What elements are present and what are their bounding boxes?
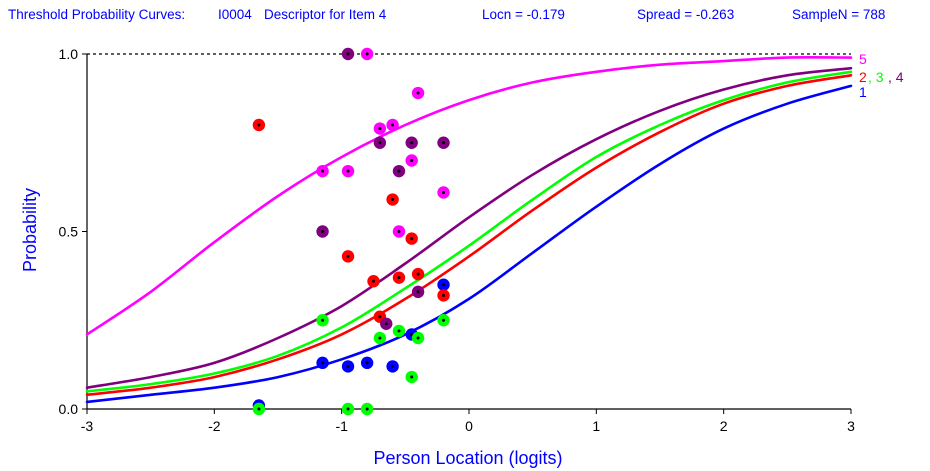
series-4-curve — [85, 66, 853, 389]
observed-point-center-dot — [416, 272, 420, 276]
observed-point-center-dot — [397, 329, 401, 333]
plot-area: -3 -2 -1 0 1 2 30.00.51.0 52, 3, 41 — [59, 46, 904, 434]
observed-point-center-dot — [378, 336, 382, 340]
observed-point-center-dot — [442, 318, 446, 322]
chart-title-item-descriptor: Descriptor for Item 4 — [264, 7, 387, 22]
chart-title-location: Locn = -0.179 — [482, 7, 565, 22]
observed-point-center-dot — [410, 332, 414, 336]
observed-point-center-dot — [410, 159, 414, 162]
x-tick-label: -3 — [81, 418, 94, 434]
x-tick-label: -1 — [335, 418, 348, 434]
observed-point-center-dot — [346, 169, 350, 173]
chart-title-prefix: Threshold Probability Curves: — [8, 7, 185, 22]
observed-point-center-dot — [391, 364, 395, 368]
observed-point-center-dot — [346, 254, 350, 258]
observed-point-center-dot — [378, 315, 382, 319]
observed-point-center-dot — [416, 91, 420, 95]
x-tick-label: 2 — [720, 418, 728, 434]
observed-point-center-dot — [410, 141, 414, 145]
x-tick-label: 1 — [592, 418, 600, 434]
series-5-curve — [85, 56, 853, 336]
observed-point-center-dot — [397, 276, 401, 280]
curve-label: , 4 — [888, 69, 904, 85]
observed-point-center-dot — [397, 169, 401, 173]
x-axis-title: Person Location (logits) — [373, 448, 562, 468]
observed-point-center-dot — [442, 293, 446, 297]
series-3-curve — [85, 70, 853, 393]
x-tick-label: 0 — [465, 418, 473, 434]
observed-point-center-dot — [365, 407, 369, 411]
observed-point-center-dot — [321, 169, 325, 173]
observed-point-center-dot — [321, 361, 325, 365]
observed-point-center-dot — [391, 123, 395, 127]
curve-label: 1 — [859, 84, 867, 100]
observed-point-center-dot — [410, 237, 414, 241]
observed-point-center-dot — [346, 364, 350, 368]
chart-title-spread: Spread = -0.263 — [637, 7, 734, 22]
observed-point-center-dot — [257, 123, 261, 127]
observed-point-center-dot — [321, 318, 325, 322]
observed-point-center-dot — [346, 407, 350, 411]
y-tick-label: 1.0 — [59, 46, 79, 62]
y-tick-label: 0.5 — [59, 224, 79, 240]
series-2-curve — [85, 74, 853, 397]
observed-point-center-dot — [442, 141, 446, 145]
observed-point-center-dot — [372, 279, 375, 283]
observed-point-center-dot — [384, 322, 388, 326]
curve-label: , 3 — [868, 69, 884, 85]
observed-point-center-dot — [346, 52, 350, 56]
observed-point-center-dot — [365, 361, 369, 365]
observed-point-center-dot — [378, 141, 382, 145]
observed-point-center-dot — [410, 375, 414, 379]
series-1-curve — [85, 84, 853, 404]
y-tick-label: 0.0 — [59, 401, 79, 417]
curve-label: 2 — [859, 69, 867, 85]
curve-label: 5 — [859, 51, 867, 67]
chart-title-sample-n: SampleN = 788 — [792, 7, 885, 22]
y-axis-title: Probability — [20, 188, 40, 272]
observed-point-center-dot — [442, 190, 446, 194]
observed-point-center-dot — [378, 127, 382, 131]
observed-point-center-dot — [397, 230, 401, 233]
observed-point-center-dot — [442, 283, 446, 287]
observed-point-center-dot — [416, 336, 420, 340]
x-tick-label: -2 — [208, 418, 221, 434]
observed-point-center-dot — [321, 230, 325, 233]
observed-point-center-dot — [391, 198, 395, 202]
observed-point-center-dot — [365, 52, 369, 56]
observed-point-center-dot — [416, 290, 420, 294]
chart-title-item-id: I0004 — [218, 7, 252, 22]
x-tick-label: 3 — [847, 418, 855, 434]
observed-point-center-dot — [257, 407, 261, 411]
